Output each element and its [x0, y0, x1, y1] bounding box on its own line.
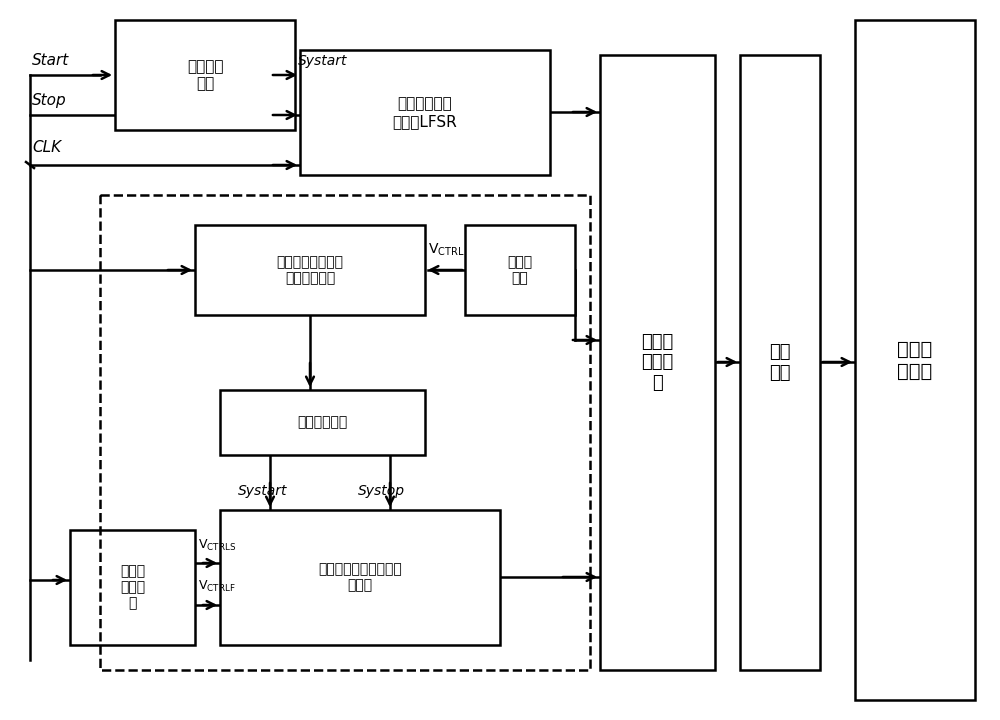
Text: Systop: Systop: [358, 484, 405, 498]
Bar: [600, 55, 715, 670]
Text: CLK: CLK: [32, 140, 61, 155]
Bar: [195, 225, 425, 315]
Text: V$_\mathrm{CTRL}$: V$_\mathrm{CTRL}$: [428, 242, 464, 258]
Text: 延迟锁
相环: 延迟锁 相环: [507, 255, 533, 285]
Text: 双环延
迟锁相
环: 双环延 迟锁相 环: [120, 564, 145, 611]
Text: V$_\mathrm{CTRLF}$: V$_\mathrm{CTRLF}$: [198, 579, 236, 594]
Text: 检测和
储存单
元: 检测和 储存单 元: [641, 333, 674, 392]
Text: 边沿检测电路: 边沿检测电路: [297, 415, 348, 430]
Bar: [220, 390, 425, 455]
Bar: [465, 225, 575, 315]
Text: Systart: Systart: [298, 54, 348, 68]
Text: Systart: Systart: [238, 484, 288, 498]
Text: Stop: Stop: [32, 93, 67, 108]
Bar: [740, 55, 820, 670]
Text: 数据读
出模块: 数据读 出模块: [897, 340, 933, 380]
Bar: [115, 20, 295, 130]
Text: 线性反馈移位
寄存器LFSR: 线性反馈移位 寄存器LFSR: [393, 96, 457, 129]
Text: 抽头延迟线型时间
数字转换电路: 抽头延迟线型时间 数字转换电路: [276, 255, 344, 285]
Text: 译码
单元: 译码 单元: [769, 343, 791, 382]
Bar: [70, 530, 195, 645]
Text: 初相调整
电路: 初相调整 电路: [187, 59, 223, 91]
Text: Start: Start: [32, 53, 69, 68]
Bar: [300, 50, 550, 175]
Bar: [855, 20, 975, 700]
Text: V$_\mathrm{CTRLS}$: V$_\mathrm{CTRLS}$: [198, 538, 236, 553]
Text: 环形游标型时间数字转
换电路: 环形游标型时间数字转 换电路: [318, 562, 402, 593]
Bar: [220, 510, 500, 645]
Bar: [100, 195, 590, 670]
